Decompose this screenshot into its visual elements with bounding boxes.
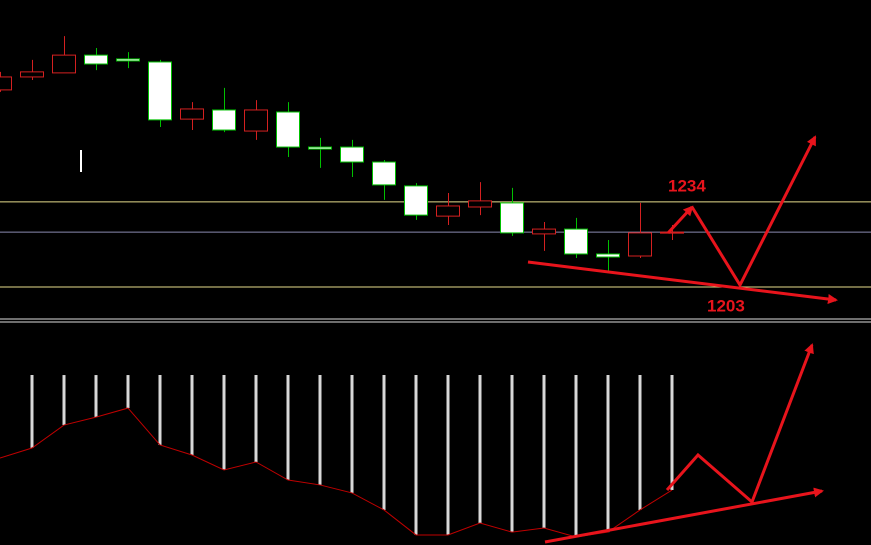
candle-body — [596, 253, 620, 258]
candle-body — [468, 200, 492, 208]
annotation-arrows — [527, 135, 838, 544]
marks: 1234 1203 — [0, 36, 871, 538]
candle-body — [180, 108, 204, 120]
candle-body — [404, 185, 428, 216]
candle-body — [372, 161, 396, 186]
candle-body — [244, 109, 268, 132]
candle-body — [436, 205, 460, 217]
price-annotation: 1234 — [668, 177, 706, 196]
projection-arrow — [690, 135, 817, 289]
candle-body — [500, 202, 524, 234]
candle-body — [308, 146, 332, 150]
candle-body — [660, 231, 684, 234]
candle-body — [340, 146, 364, 163]
candle-body — [0, 76, 12, 91]
trend-arrow — [527, 260, 838, 304]
candle-body — [628, 232, 652, 257]
candle-body — [20, 71, 44, 78]
candle-body — [276, 111, 300, 148]
candle-body — [116, 58, 140, 62]
projection-arrow — [666, 205, 694, 235]
candle-body — [564, 228, 588, 255]
projection-arrow — [665, 343, 814, 505]
candle-body — [52, 54, 76, 74]
trend-arrow — [544, 487, 824, 544]
candle-body — [84, 54, 108, 65]
candle-body — [148, 61, 172, 121]
indicator-line — [0, 407, 673, 538]
candle-body — [532, 228, 556, 235]
candle-body — [212, 109, 236, 131]
price-annotation: 1203 — [707, 296, 745, 315]
